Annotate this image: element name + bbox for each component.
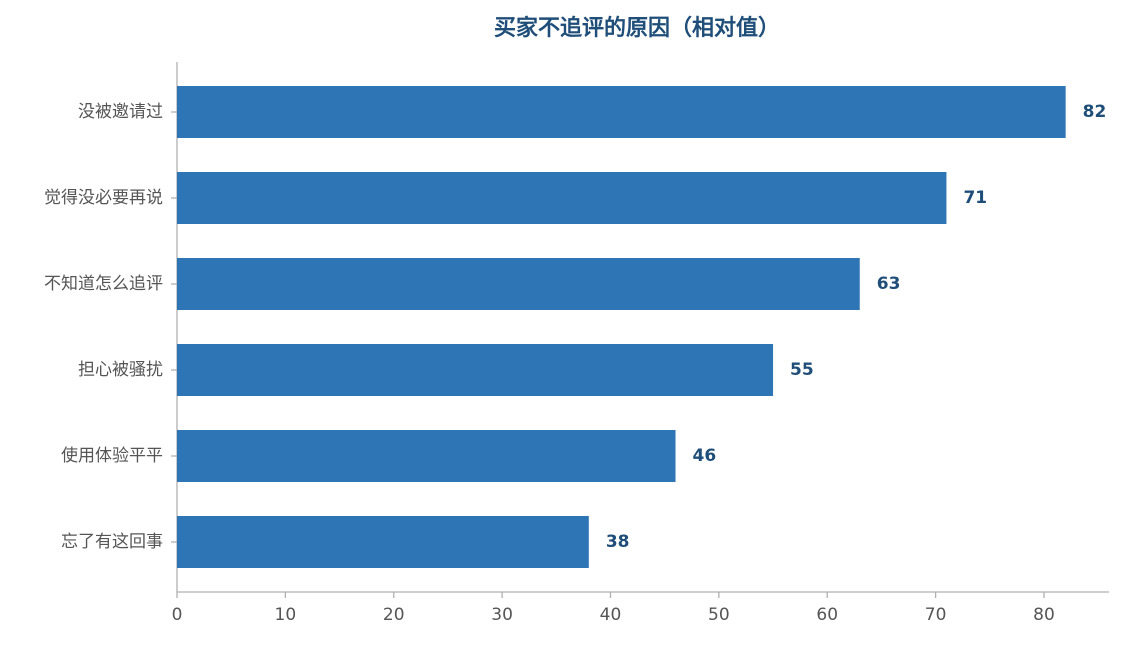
y-tick-label: 担心被骚扰 (78, 360, 163, 380)
bar (177, 172, 947, 224)
x-tick-label: 60 (816, 605, 838, 625)
x-tick-label: 10 (275, 605, 297, 625)
x-tick-label: 40 (600, 605, 622, 625)
value-label: 71 (963, 188, 987, 208)
y-tick-label: 不知道怎么追评 (44, 274, 163, 294)
chart-title: 买家不追评的原因（相对值） (494, 15, 780, 41)
value-label: 55 (790, 360, 814, 380)
x-tick-label: 80 (1033, 605, 1055, 625)
bar (177, 516, 589, 568)
bar (177, 258, 860, 310)
bar (177, 344, 774, 396)
x-tick-label: 70 (925, 605, 947, 625)
y-tick-label: 觉得没必要再说 (44, 188, 163, 208)
y-tick-label: 忘了有这回事 (61, 532, 163, 552)
bar (177, 430, 676, 482)
x-tick-label: 50 (708, 605, 730, 625)
value-label: 63 (877, 274, 901, 294)
value-label: 38 (606, 532, 630, 552)
x-tick-label: 0 (172, 605, 183, 625)
y-tick-label: 没被邀请过 (78, 102, 163, 122)
value-label: 46 (693, 446, 717, 466)
x-tick-label: 30 (491, 605, 513, 625)
value-label: 82 (1083, 102, 1107, 122)
y-tick-label: 使用体验平平 (61, 445, 163, 466)
x-tick-label: 20 (383, 605, 405, 625)
bar (177, 86, 1066, 138)
